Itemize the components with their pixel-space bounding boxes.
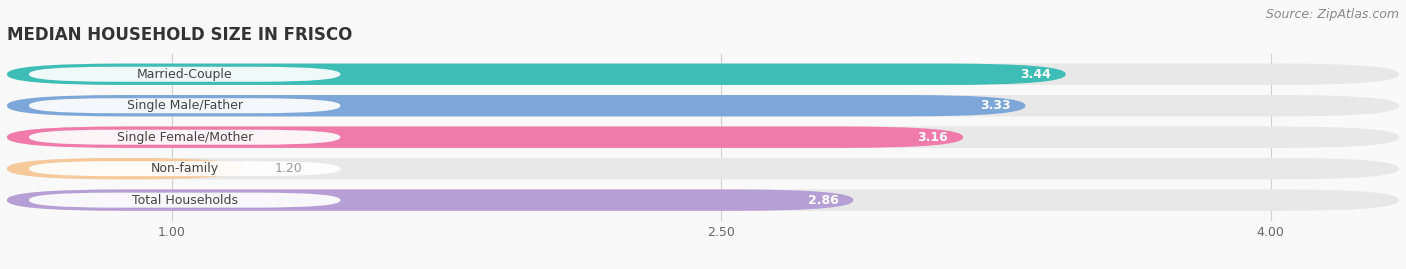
FancyBboxPatch shape — [7, 95, 1399, 116]
FancyBboxPatch shape — [30, 130, 340, 145]
FancyBboxPatch shape — [7, 189, 1399, 211]
Text: 3.44: 3.44 — [1021, 68, 1052, 81]
FancyBboxPatch shape — [30, 193, 340, 208]
Text: Total Households: Total Households — [132, 194, 238, 207]
FancyBboxPatch shape — [7, 63, 1399, 85]
FancyBboxPatch shape — [7, 63, 1066, 85]
FancyBboxPatch shape — [7, 95, 1025, 116]
Text: MEDIAN HOUSEHOLD SIZE IN FRISCO: MEDIAN HOUSEHOLD SIZE IN FRISCO — [7, 26, 353, 44]
FancyBboxPatch shape — [7, 158, 1399, 179]
Text: Single Male/Father: Single Male/Father — [127, 99, 243, 112]
FancyBboxPatch shape — [7, 126, 963, 148]
Text: 3.33: 3.33 — [980, 99, 1011, 112]
Text: Non-family: Non-family — [150, 162, 219, 175]
Text: 3.16: 3.16 — [918, 131, 949, 144]
FancyBboxPatch shape — [7, 126, 1399, 148]
Text: Source: ZipAtlas.com: Source: ZipAtlas.com — [1265, 8, 1399, 21]
Text: Single Female/Mother: Single Female/Mother — [117, 131, 253, 144]
FancyBboxPatch shape — [7, 189, 853, 211]
Text: Married-Couple: Married-Couple — [136, 68, 232, 81]
Text: 1.20: 1.20 — [274, 162, 302, 175]
FancyBboxPatch shape — [30, 67, 340, 82]
FancyBboxPatch shape — [30, 98, 340, 113]
FancyBboxPatch shape — [7, 158, 245, 179]
FancyBboxPatch shape — [30, 161, 340, 176]
Text: 2.86: 2.86 — [808, 194, 838, 207]
